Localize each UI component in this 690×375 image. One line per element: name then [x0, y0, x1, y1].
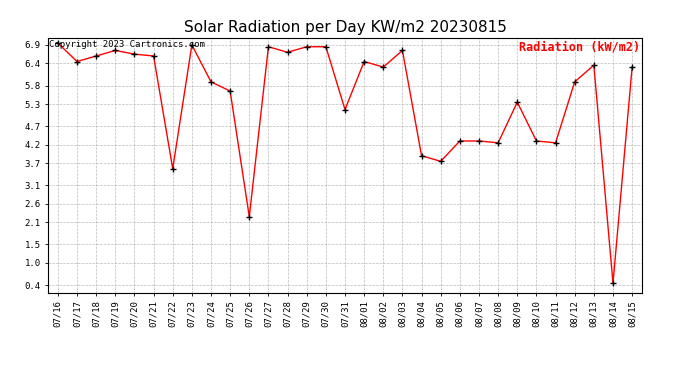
Text: Radiation (kW/m2): Radiation (kW/m2) [520, 40, 640, 53]
Title: Solar Radiation per Day KW/m2 20230815: Solar Radiation per Day KW/m2 20230815 [184, 20, 506, 35]
Text: Copyright 2023 Cartronics.com: Copyright 2023 Cartronics.com [50, 40, 206, 49]
